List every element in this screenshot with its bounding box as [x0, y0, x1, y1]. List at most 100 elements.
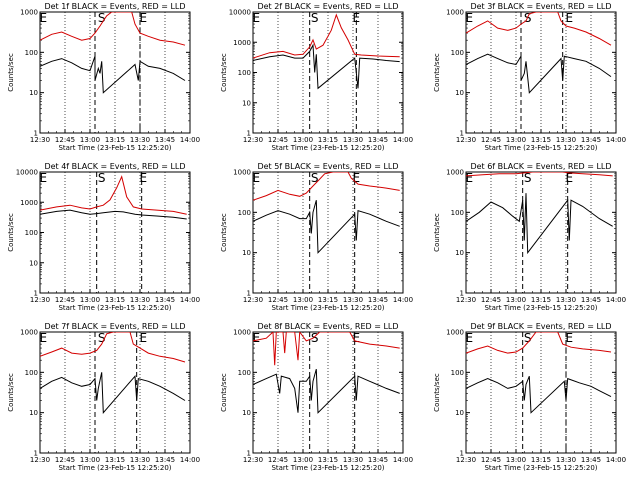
start-marker-E: E [40, 331, 48, 345]
chart-panel-4: Det 4f BLACK = Events, RED = LLD 1 10 100 10… [7, 162, 200, 312]
x-tick-label: 13:30 [343, 136, 363, 144]
x-tick-label: 13:00 [293, 136, 313, 144]
start-marker-E: E [466, 171, 474, 185]
y-tick-label: 1 [34, 450, 38, 458]
y-tick-label: 1 [460, 290, 464, 298]
y-axis-label: Counts/sec [433, 53, 441, 92]
y-tick-label: 100 [25, 229, 38, 237]
y-axis-label: Counts/sec [220, 53, 228, 92]
start-marker-E: E [40, 11, 48, 25]
end-marker-E: E [140, 331, 148, 345]
x-tick-label: 12:30 [243, 456, 263, 464]
y-tick-label: 10 [455, 249, 464, 257]
y-tick-label: 10 [242, 99, 251, 107]
x-tick-label: 13:15 [531, 456, 551, 464]
chart-title: Det 4f BLACK = Events, RED = LLD [44, 162, 185, 171]
x-tick-label: 13:30 [556, 136, 576, 144]
y-tick-label: 10 [455, 89, 464, 97]
marker-S: S [311, 171, 319, 185]
y-tick-label: 10000 [229, 9, 251, 17]
x-tick-label: 12:45 [55, 136, 75, 144]
series-line-lld [466, 332, 612, 354]
series-line-events [253, 43, 400, 90]
x-tick-label: 13:30 [343, 456, 363, 464]
start-marker-E: E [40, 171, 48, 185]
marker-S: S [524, 331, 532, 345]
series-line-lld [253, 332, 400, 366]
series-line-lld [466, 172, 613, 177]
end-marker-E: E [566, 171, 574, 185]
series-line-lld [253, 13, 400, 59]
end-marker-E: E [140, 11, 148, 25]
x-tick-label: 14:00 [606, 136, 626, 144]
end-marker-E: E [566, 331, 574, 345]
series-line-events [466, 53, 612, 94]
y-tick-label: 1 [247, 450, 251, 458]
x-tick-label: 13:15 [105, 296, 125, 304]
y-tick-label: 1 [247, 130, 251, 138]
series-line-events [466, 376, 612, 414]
chart-title: Det 3f BLACK = Events, RED = LLD [470, 2, 611, 11]
x-tick-label: 12:30 [243, 136, 263, 144]
x-axis-label: Start Time (23-Feb-15 12:25:20) [271, 464, 384, 472]
series-line-lld [40, 12, 186, 46]
x-tick-label: 13:15 [318, 296, 338, 304]
x-tick-label: 12:45 [481, 296, 501, 304]
marker-S: S [311, 331, 319, 345]
y-tick-label: 1 [460, 130, 464, 138]
x-axis-label: Start Time (23-Feb-15 12:25:20) [271, 144, 384, 152]
x-tick-label: 12:45 [481, 136, 501, 144]
marker-S: S [98, 171, 106, 185]
x-tick-label: 13:45 [155, 296, 175, 304]
x-axis-label: Start Time (23-Feb-15 12:25:20) [484, 144, 597, 152]
series-line-lld [253, 172, 400, 201]
end-marker-E: E [140, 171, 148, 185]
y-tick-label: 100 [451, 209, 464, 217]
x-tick-label: 13:00 [80, 296, 100, 304]
y-tick-label: 1000 [20, 199, 38, 207]
x-tick-label: 14:00 [180, 296, 200, 304]
end-marker-E: E [566, 11, 574, 25]
x-tick-label: 13:30 [130, 136, 150, 144]
x-tick-label: 13:15 [318, 136, 338, 144]
chart-panel-7: Det 7f BLACK = Events, RED = LLD 1 10 100 10… [7, 322, 200, 472]
x-tick-label: 14:00 [393, 456, 413, 464]
x-axis-label: Start Time (23-Feb-15 12:25:20) [484, 464, 597, 472]
x-tick-label: 12:30 [456, 136, 476, 144]
x-tick-label: 13:15 [531, 136, 551, 144]
series-group [253, 332, 400, 414]
x-tick-label: 12:30 [243, 296, 263, 304]
y-tick-label: 1000 [233, 329, 251, 337]
y-tick-label: 100 [451, 49, 464, 57]
y-tick-label: 1000 [233, 169, 251, 177]
x-tick-label: 13:45 [368, 456, 388, 464]
series-group [466, 12, 612, 94]
x-tick-label: 12:30 [30, 456, 50, 464]
y-tick-label: 10 [242, 409, 251, 417]
x-tick-label: 13:00 [293, 456, 313, 464]
y-tick-label: 1000 [20, 9, 38, 17]
x-tick-label: 13:30 [130, 296, 150, 304]
x-tick-label: 13:15 [105, 136, 125, 144]
x-tick-label: 13:45 [368, 296, 388, 304]
start-marker-E: E [253, 331, 261, 345]
x-tick-label: 12:45 [55, 296, 75, 304]
y-tick-label: 100 [25, 369, 38, 377]
x-tick-label: 13:45 [155, 136, 175, 144]
y-tick-label: 1000 [233, 39, 251, 47]
x-tick-label: 12:30 [30, 296, 50, 304]
x-tick-label: 13:00 [506, 456, 526, 464]
chart-panel-2: Det 2f BLACK = Events, RED = LLD 1 10 100 10… [220, 2, 413, 152]
series-line-lld [40, 332, 186, 363]
x-tick-label: 13:15 [318, 456, 338, 464]
x-tick-label: 13:30 [343, 296, 363, 304]
x-tick-label: 13:30 [130, 456, 150, 464]
chart-panel-1: Det 1f BLACK = Events, RED = LLD 1 10 100 10… [7, 2, 200, 152]
x-tick-label: 13:00 [293, 296, 313, 304]
x-tick-label: 12:30 [30, 136, 50, 144]
start-marker-E: E [466, 11, 474, 25]
series-line-events [253, 368, 400, 414]
marker-S: S [98, 11, 106, 25]
x-tick-label: 12:45 [268, 456, 288, 464]
series-line-lld [40, 175, 187, 215]
